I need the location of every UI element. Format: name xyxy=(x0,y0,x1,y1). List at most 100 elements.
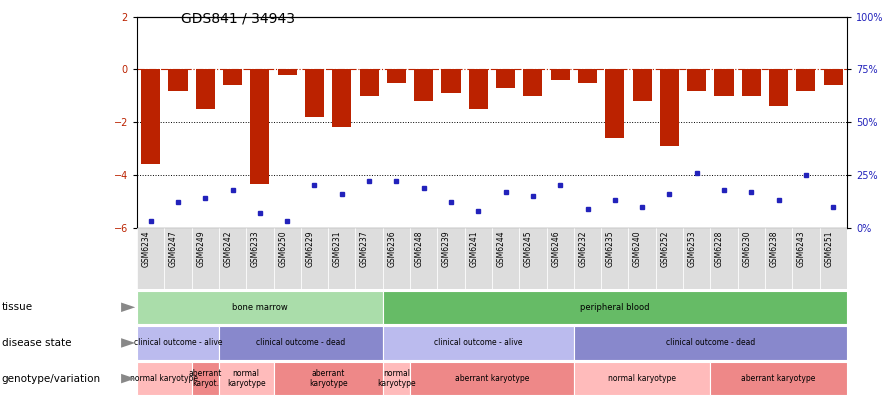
Text: peripheral blood: peripheral blood xyxy=(580,303,650,312)
Bar xyxy=(737,228,765,289)
Text: aberrant karyotype: aberrant karyotype xyxy=(742,374,816,383)
Bar xyxy=(383,228,410,289)
Text: aberrant
karyotype: aberrant karyotype xyxy=(309,369,347,388)
Text: GSM6250: GSM6250 xyxy=(278,231,287,267)
Bar xyxy=(769,69,789,107)
Bar xyxy=(383,291,847,324)
Bar xyxy=(711,228,737,289)
Bar xyxy=(574,362,711,395)
Text: GSM6228: GSM6228 xyxy=(715,231,724,267)
Bar xyxy=(796,69,815,91)
Text: GSM6239: GSM6239 xyxy=(442,231,451,267)
Bar xyxy=(383,326,574,360)
Bar xyxy=(137,326,219,360)
Bar xyxy=(687,69,706,91)
Text: aberrant
karyot.: aberrant karyot. xyxy=(188,369,222,388)
Text: GSM6229: GSM6229 xyxy=(306,231,315,267)
Text: GSM6236: GSM6236 xyxy=(387,231,396,267)
Bar xyxy=(578,69,597,83)
Text: GSM6235: GSM6235 xyxy=(606,231,614,267)
Bar xyxy=(137,228,164,289)
Bar xyxy=(574,326,847,360)
Text: GDS841 / 34943: GDS841 / 34943 xyxy=(181,12,295,26)
Bar xyxy=(137,291,383,324)
Text: aberrant karyotype: aberrant karyotype xyxy=(454,374,530,383)
Text: GSM6233: GSM6233 xyxy=(251,231,260,267)
Bar xyxy=(278,69,297,75)
Text: normal
karyotype: normal karyotype xyxy=(377,369,415,388)
Text: GSM6237: GSM6237 xyxy=(360,231,370,267)
Bar xyxy=(355,228,383,289)
Bar xyxy=(247,228,273,289)
Text: GSM6246: GSM6246 xyxy=(552,231,560,267)
Bar xyxy=(219,362,273,395)
Text: GSM6249: GSM6249 xyxy=(196,231,205,267)
Bar xyxy=(629,228,656,289)
Text: bone marrow: bone marrow xyxy=(232,303,288,312)
Text: GSM6253: GSM6253 xyxy=(688,231,697,267)
Bar xyxy=(465,228,492,289)
Bar xyxy=(410,362,574,395)
Text: tissue: tissue xyxy=(2,302,33,312)
Polygon shape xyxy=(121,338,135,348)
Polygon shape xyxy=(121,374,135,383)
Bar xyxy=(574,228,601,289)
Bar xyxy=(141,69,160,164)
Bar xyxy=(551,69,570,80)
Bar xyxy=(387,69,406,83)
Text: GSM6247: GSM6247 xyxy=(169,231,178,267)
Text: GSM6243: GSM6243 xyxy=(796,231,806,267)
Bar xyxy=(656,228,683,289)
Bar xyxy=(250,69,270,184)
Bar xyxy=(606,69,624,138)
Bar xyxy=(273,362,383,395)
Bar xyxy=(328,228,355,289)
Bar xyxy=(301,228,328,289)
Bar xyxy=(195,69,215,109)
Bar xyxy=(192,228,219,289)
Bar xyxy=(496,69,515,88)
Bar xyxy=(410,228,438,289)
Bar xyxy=(742,69,761,96)
Text: GSM6248: GSM6248 xyxy=(415,231,423,267)
Text: GSM6242: GSM6242 xyxy=(224,231,232,267)
Text: GSM6232: GSM6232 xyxy=(578,231,588,267)
Text: GSM6252: GSM6252 xyxy=(660,231,669,267)
Bar xyxy=(305,69,324,117)
Bar xyxy=(659,69,679,146)
Text: GSM6231: GSM6231 xyxy=(332,231,342,267)
Bar xyxy=(414,69,433,101)
Text: GSM6244: GSM6244 xyxy=(497,231,506,267)
Text: GSM6238: GSM6238 xyxy=(770,231,779,267)
Text: clinical outcome - dead: clinical outcome - dead xyxy=(256,339,346,347)
Bar xyxy=(469,69,488,109)
Bar xyxy=(492,228,519,289)
Bar xyxy=(819,228,847,289)
Polygon shape xyxy=(121,303,135,312)
Bar xyxy=(360,69,378,96)
Bar xyxy=(765,228,792,289)
Text: GSM6241: GSM6241 xyxy=(469,231,478,267)
Bar xyxy=(273,228,301,289)
Bar xyxy=(792,228,819,289)
Bar xyxy=(169,69,187,91)
Text: GSM6251: GSM6251 xyxy=(824,231,834,267)
Bar xyxy=(683,228,711,289)
Text: genotype/variation: genotype/variation xyxy=(2,373,101,384)
Text: GSM6240: GSM6240 xyxy=(633,231,642,267)
Bar xyxy=(223,69,242,85)
Bar xyxy=(714,69,734,96)
Text: clinical outcome - alive: clinical outcome - alive xyxy=(434,339,522,347)
Bar xyxy=(824,69,842,85)
Bar xyxy=(519,228,546,289)
Bar xyxy=(164,228,192,289)
Bar xyxy=(137,362,192,395)
Bar xyxy=(219,228,247,289)
Text: GSM6245: GSM6245 xyxy=(524,231,533,267)
Text: normal
karyotype: normal karyotype xyxy=(227,369,265,388)
Text: normal karyotype: normal karyotype xyxy=(130,374,198,383)
Bar xyxy=(219,326,383,360)
Text: disease state: disease state xyxy=(2,338,72,348)
Bar xyxy=(192,362,219,395)
Text: GSM6230: GSM6230 xyxy=(743,231,751,267)
